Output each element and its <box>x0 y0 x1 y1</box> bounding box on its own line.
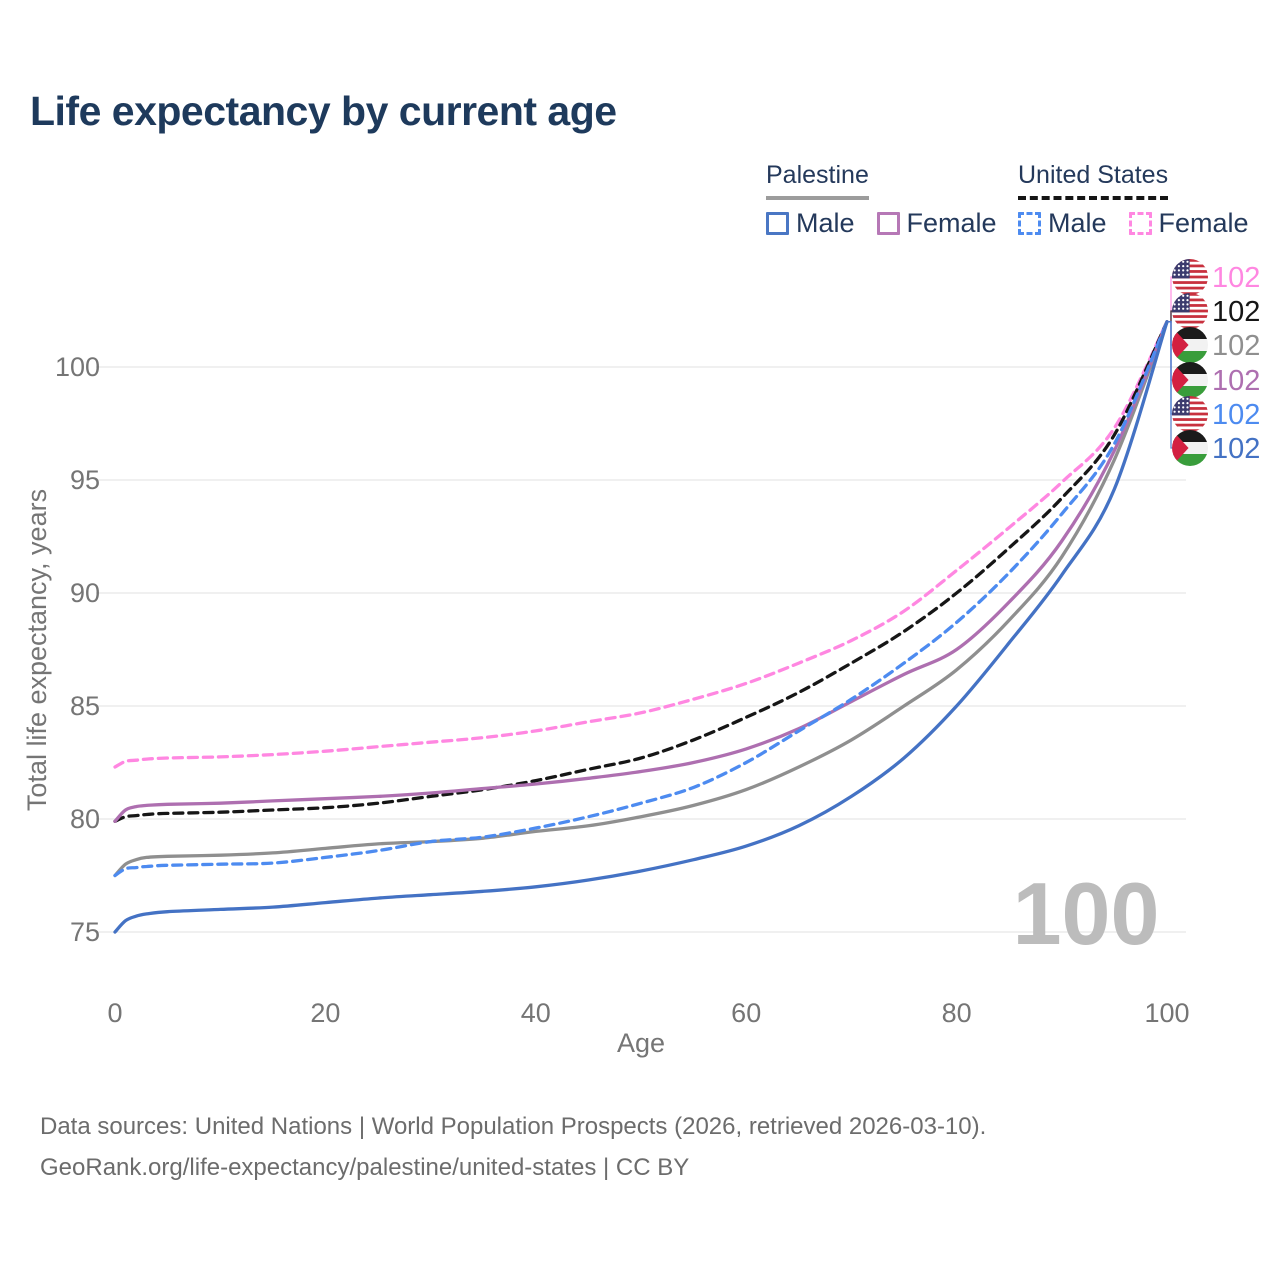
series-line-united-states-both-sexes <box>113 320 1169 823</box>
us-male-swatch-icon <box>1018 212 1041 235</box>
us-flag-icon <box>1172 259 1208 295</box>
end-label-connector <box>1167 321 1173 415</box>
end-value-label-palestine-female: 102 <box>1212 365 1260 397</box>
legend-item-label: Male <box>1048 208 1107 238</box>
end-value-label-palestine-male: 102 <box>1212 433 1260 465</box>
legend-group-palestine: Palestine Male Female <box>766 161 997 239</box>
end-label-connector <box>1167 321 1173 346</box>
palestine-flag-icon <box>1172 362 1208 398</box>
footer-data-sources: Data sources: United Nations | World Pop… <box>40 1113 987 1140</box>
y-tick-label: 85 <box>70 691 100 721</box>
series-line-united-states-female <box>113 320 1169 769</box>
x-tick-label: 20 <box>310 998 340 1028</box>
y-tick-label: 100 <box>55 352 100 382</box>
us-flag-icon <box>1172 293 1208 329</box>
us-flag-icon <box>1172 396 1208 432</box>
legend-country-palestine: Palestine <box>766 161 869 200</box>
y-tick-label: 90 <box>70 578 100 608</box>
x-tick-label: 80 <box>942 998 972 1028</box>
palestine-flag-icon <box>1172 327 1208 363</box>
legend-item-label: Female <box>906 208 997 238</box>
end-label-connector <box>1167 321 1173 449</box>
end-label-connector <box>1167 276 1173 323</box>
end-value-label-united-states-female: 102 <box>1212 262 1260 294</box>
y-tick-label: 75 <box>70 917 100 947</box>
series-line-united-states-male <box>113 320 1169 878</box>
x-tick-label: 0 <box>107 998 122 1028</box>
end-value-label-united-states-male: 102 <box>1212 399 1260 431</box>
x-axis-tick-labels: 0 20 40 60 80 100 <box>107 998 1189 1028</box>
legend-item-label: Female <box>1158 208 1249 238</box>
end-label-connector <box>1167 321 1173 381</box>
chart-title: Life expectancy by current age <box>30 88 617 134</box>
palestine-female-swatch-icon <box>876 212 900 235</box>
legend-item-us-female: Female <box>1128 208 1249 239</box>
end-value-label-united-states-both-sexes: 102 <box>1212 296 1260 328</box>
x-tick-label: 100 <box>1144 998 1189 1028</box>
end-value-label-palestine-both-sexes: 102 <box>1212 330 1260 362</box>
y-tick-label: 80 <box>70 804 100 834</box>
age-counter-watermark: 100 <box>1013 864 1160 963</box>
series-line-palestine-female <box>113 320 1169 823</box>
series-lines <box>113 320 1169 934</box>
palestine-male-swatch-icon <box>766 212 789 235</box>
x-axis-title: Age <box>617 1028 665 1058</box>
y-axis-tick-labels: 75 80 85 90 95 100 <box>55 352 100 947</box>
palestine-flag-icon <box>1172 430 1208 466</box>
legend-item-palestine-male: Male <box>766 208 855 239</box>
legend-group-united-states: United States Male Female <box>1018 161 1249 239</box>
legend-item-palestine-female: Female <box>876 208 997 239</box>
y-axis-title: Total life expectancy, years <box>22 489 52 811</box>
gridlines <box>96 366 1186 933</box>
footer: Data sources: United Nations | World Pop… <box>40 1106 986 1189</box>
legend-item-label: Male <box>796 208 855 238</box>
series-line-palestine-both-sexes <box>113 320 1169 878</box>
x-tick-label: 40 <box>521 998 551 1028</box>
y-tick-label: 95 <box>70 465 100 495</box>
legend-items-united-states: Male Female <box>1018 208 1249 239</box>
legend-country-united-states: United States <box>1018 161 1169 200</box>
legend-items-palestine: Male Female <box>766 208 997 239</box>
us-female-swatch-icon <box>1128 212 1152 235</box>
x-tick-label: 60 <box>731 998 761 1028</box>
series-line-palestine-male <box>113 320 1169 934</box>
legend-item-us-male: Male <box>1018 208 1107 239</box>
footer-attribution: GeoRank.org/life-expectancy/palestine/un… <box>40 1154 690 1182</box>
